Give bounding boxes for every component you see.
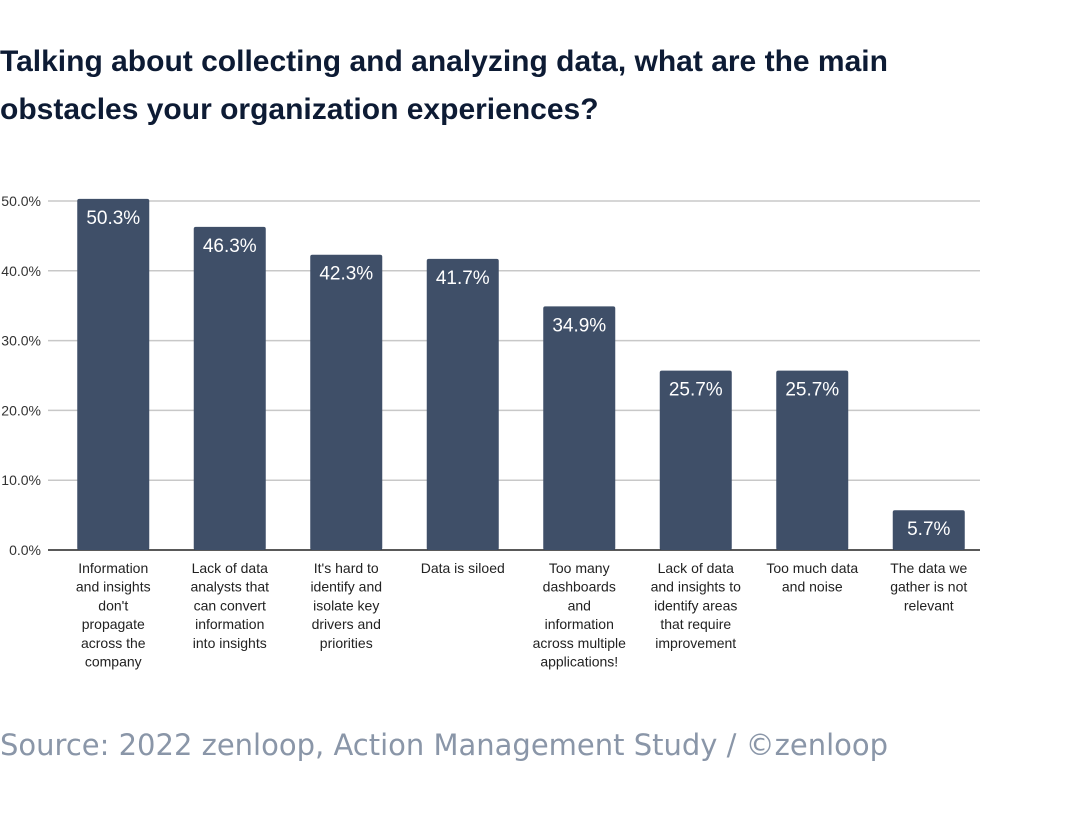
bar [77, 198, 150, 550]
bar [543, 306, 616, 550]
bar [426, 258, 499, 550]
x-axis-ticks: Information and insights don't propagate acr… [76, 560, 968, 670]
bar [659, 370, 732, 550]
x-tick-label: Lack of data and insights to identify area… [651, 560, 741, 651]
bar-chart: 0.0% 10.0% 20.0% 30.0% 40.0% 50.0% 50.3% 46.3%… [1, 193, 980, 670]
y-tick-label: 30.0% [1, 333, 41, 349]
data-label: 5.7% [907, 519, 950, 540]
data-label: 34.9% [552, 315, 606, 336]
y-tick-label: 40.0% [1, 263, 41, 279]
data-label: 25.7% [785, 380, 839, 401]
bars [77, 198, 965, 551]
data-labels: 50.3% 46.3% 42.3% 41.7% 34.9% 25.7% 25.7% 5.7% [86, 208, 950, 540]
data-label: 42.3% [319, 264, 373, 285]
chart-title: Talking about collecting and analyzing d… [0, 45, 888, 126]
x-tick-label: The data we gather is not relevant [890, 560, 967, 613]
x-tick-label: Information and insights don't propagate acr… [76, 560, 151, 670]
y-axis-ticks: 0.0% 10.0% 20.0% 30.0% 40.0% 50.0% [1, 193, 41, 558]
x-tick-label: Lack of data analysts that can convert info… [190, 560, 269, 651]
x-tick-label: Too much data and noise [766, 560, 858, 595]
x-tick-label: Data is siloed [421, 560, 505, 576]
data-label: 50.3% [86, 208, 140, 229]
x-tick-label: Too many dashboards and information across m… [533, 560, 627, 670]
source-note: Source: 2022 zenloop, Action Management … [0, 728, 889, 762]
data-label: 46.3% [203, 236, 257, 257]
bar [193, 226, 266, 551]
y-tick-label: 0.0% [9, 542, 41, 558]
y-tick-label: 50.0% [1, 193, 41, 209]
y-tick-label: 10.0% [1, 472, 41, 488]
bar [776, 370, 849, 550]
bar [892, 510, 965, 550]
bar [310, 254, 383, 550]
data-label: 41.7% [436, 268, 490, 289]
x-tick-label: It's hard to identify and isolate key drive… [310, 560, 382, 651]
data-label: 25.7% [669, 380, 723, 401]
y-tick-label: 20.0% [1, 402, 41, 418]
